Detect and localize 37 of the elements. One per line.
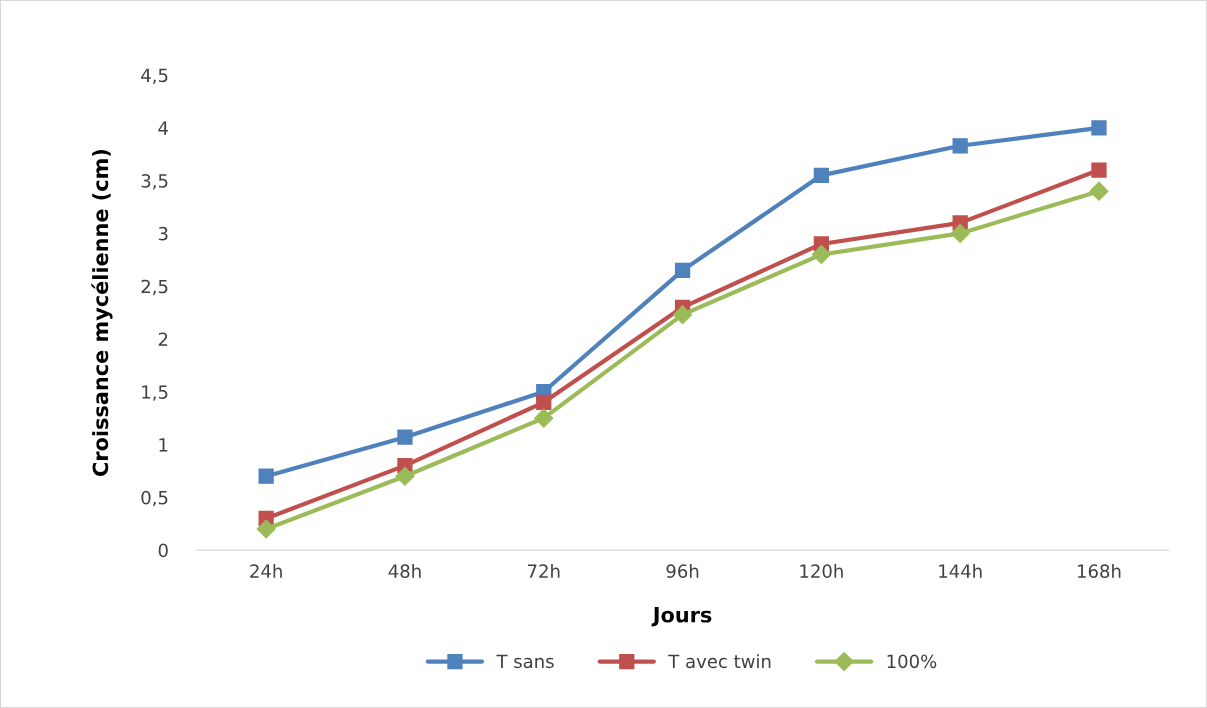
- y-tick-label: 0,5: [141, 490, 168, 507]
- y-tick-label: 3: [158, 226, 168, 241]
- x-axis-title: Jours: [651, 607, 712, 627]
- legend-label: T sans: [496, 654, 554, 669]
- point: [1091, 162, 1107, 178]
- point: [811, 244, 831, 265]
- y-axis-title: Croissance mycélienne (cm): [91, 149, 113, 476]
- point: [258, 468, 274, 484]
- y-tick-label: 3,5: [141, 174, 168, 190]
- x-tick-label: 120h: [800, 564, 843, 578]
- point: [674, 262, 691, 278]
- y-tick-label: 2: [158, 332, 168, 346]
- point: [673, 305, 693, 325]
- y-tick-label: 2,5: [141, 279, 168, 296]
- x-tick-label: 168h: [1078, 564, 1121, 578]
- legend-label: T avec twin: [668, 654, 771, 669]
- y-tick-label: 1,5: [142, 385, 168, 401]
- y-tick-label: 4,5: [141, 68, 168, 85]
- point: [952, 138, 968, 154]
- x-tick-label: 24h: [250, 564, 282, 578]
- point: [813, 167, 830, 183]
- point: [395, 466, 415, 486]
- point: [1089, 181, 1109, 201]
- x-tick-label: 48h: [388, 564, 421, 578]
- point: [536, 394, 552, 410]
- x-tick-label: 72h: [528, 564, 560, 578]
- point: [256, 519, 276, 539]
- point: [534, 408, 554, 428]
- legend-label: 100%: [887, 654, 937, 669]
- point: [1091, 120, 1107, 136]
- point: [397, 429, 413, 445]
- y-tick-label: 4: [158, 121, 168, 135]
- y-tick-label: 1: [159, 438, 168, 452]
- x-tick-label: 144h: [939, 564, 982, 578]
- x-tick-label: 96h: [666, 564, 699, 578]
- point: [950, 223, 970, 243]
- y-tick-label: 0: [158, 543, 168, 558]
